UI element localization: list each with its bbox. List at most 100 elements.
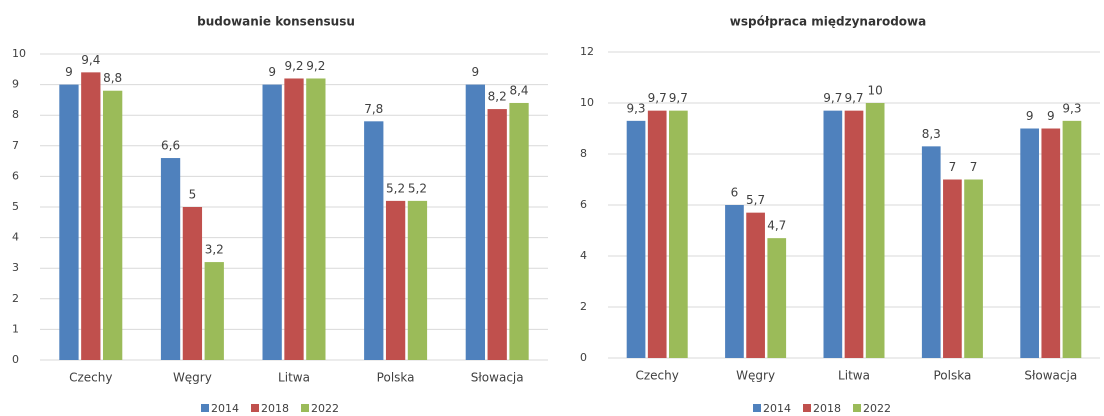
x-tick-label: Litwa (838, 369, 870, 383)
data-label: 6 (731, 186, 739, 200)
data-label: 8,2 (488, 90, 507, 104)
bar (1020, 128, 1039, 358)
bar (306, 78, 326, 360)
data-label: 9,2 (306, 59, 325, 73)
legend-label: 2014 (211, 402, 239, 415)
y-tick-label: 8 (580, 147, 587, 160)
bar (767, 238, 787, 358)
bar (59, 84, 79, 360)
bar (102, 90, 123, 360)
data-label: 9 (65, 65, 73, 79)
bar (487, 109, 507, 360)
y-tick-label: 10 (12, 47, 26, 60)
y-tick-label: 12 (580, 45, 594, 58)
y-tick-label: 3 (12, 261, 19, 274)
bar (823, 110, 843, 359)
bar (964, 179, 983, 358)
data-label: 4,7 (767, 219, 786, 233)
data-label: 9 (1047, 109, 1055, 123)
bar (746, 212, 765, 358)
bar (385, 200, 406, 360)
legend-swatch (803, 404, 811, 412)
y-tick-label: 6 (12, 169, 19, 182)
data-label: 9,7 (648, 91, 667, 105)
bar (725, 205, 744, 358)
data-label: 7 (949, 160, 957, 174)
bar (844, 110, 864, 359)
data-label: 9,7 (669, 91, 688, 105)
chart-title: budowanie konsensusu (197, 15, 355, 29)
bar (1062, 120, 1082, 358)
y-tick-label: 4 (580, 249, 587, 262)
data-label: 5,7 (746, 193, 765, 207)
legend-label: 2022 (863, 402, 891, 415)
bar (1041, 128, 1061, 358)
y-tick-label: 0 (12, 353, 19, 366)
bar (465, 84, 486, 360)
data-label: 9,7 (823, 91, 842, 105)
bar (284, 78, 304, 360)
chart-title: współpraca międzynarodowa (730, 15, 926, 29)
y-tick-label: 0 (580, 351, 587, 364)
x-tick-label: Polska (377, 371, 415, 385)
x-tick-label: Węgry (736, 369, 775, 383)
x-tick-label: Polska (933, 369, 971, 383)
legend-swatch (853, 404, 861, 412)
bar (81, 72, 101, 361)
data-label: 9 (268, 65, 276, 79)
legend-swatch (201, 404, 209, 412)
y-tick-label: 2 (12, 292, 19, 305)
data-label: 9,3 (1062, 101, 1081, 115)
data-label: 5 (189, 188, 197, 202)
bar (182, 207, 203, 360)
y-tick-label: 6 (580, 198, 587, 211)
y-tick-label: 5 (12, 200, 19, 213)
y-tick-label: 10 (580, 96, 594, 109)
data-label: 6,6 (161, 139, 180, 153)
bar (669, 110, 688, 359)
x-tick-label: Czechy (69, 371, 112, 385)
bar (160, 158, 181, 360)
bar (407, 200, 428, 360)
data-label: 5,2 (386, 181, 405, 195)
data-label: 8,3 (922, 127, 941, 141)
bar (647, 110, 667, 359)
data-label: 9 (1026, 109, 1034, 123)
bar (509, 102, 529, 361)
data-label: 8,4 (509, 83, 528, 97)
x-tick-label: Słowacja (471, 371, 524, 385)
y-tick-label: 8 (12, 108, 19, 121)
legend-label: 2018 (261, 402, 289, 415)
bar (626, 120, 646, 358)
data-label: 7,8 (364, 102, 383, 116)
data-label: 10 (868, 84, 883, 98)
legend-swatch (301, 404, 309, 412)
y-tick-label: 9 (12, 78, 19, 91)
y-tick-label: 4 (12, 231, 19, 244)
bar (204, 262, 224, 360)
data-label: 9,7 (844, 91, 863, 105)
data-label: 3,2 (205, 243, 224, 257)
x-tick-label: Czechy (636, 369, 679, 383)
x-tick-label: Litwa (278, 371, 310, 385)
x-tick-label: Słowacja (1024, 369, 1077, 383)
data-label: 7 (970, 160, 978, 174)
legend-swatch (251, 404, 259, 412)
data-label: 8,8 (103, 71, 122, 85)
data-label: 9,2 (284, 59, 303, 73)
bar (262, 84, 282, 360)
bar (943, 179, 962, 358)
legend-label: 2014 (763, 402, 791, 415)
y-tick-label: 7 (12, 139, 19, 152)
legend-label: 2018 (813, 402, 841, 415)
bar (921, 146, 941, 358)
data-label: 9,3 (626, 101, 645, 115)
bar (364, 121, 384, 360)
data-label: 5,2 (408, 181, 427, 195)
y-tick-label: 2 (580, 300, 587, 313)
legend-swatch (753, 404, 761, 412)
data-label: 9 (472, 65, 480, 79)
data-label: 9,4 (81, 53, 100, 67)
